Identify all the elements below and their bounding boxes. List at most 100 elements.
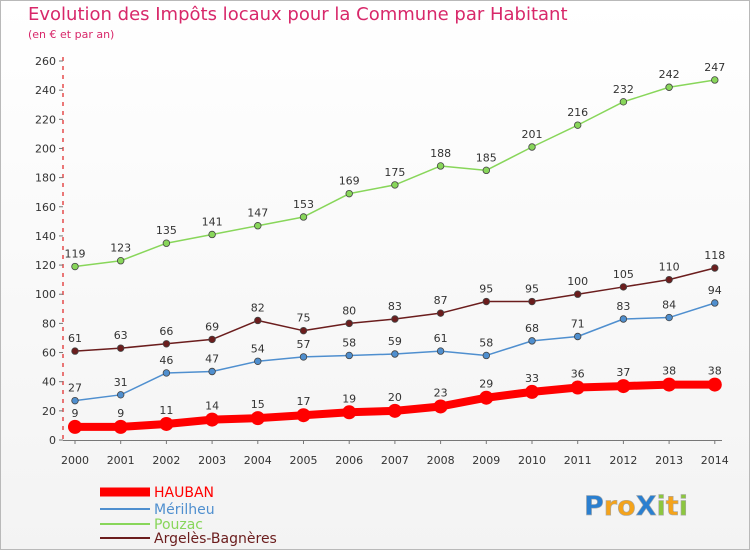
- y-tick-label: 0: [49, 434, 56, 447]
- x-tick-label: 2010: [518, 454, 546, 467]
- data-point: [345, 351, 353, 360]
- x-tick-label: 2008: [427, 454, 455, 467]
- data-point: [433, 399, 448, 414]
- x-tick-label: 2005: [290, 454, 318, 467]
- data-label: 123: [110, 242, 131, 255]
- x-tick-label: 2014: [701, 454, 729, 467]
- data-label: 29: [479, 378, 493, 391]
- data-point: [619, 98, 628, 106]
- data-label: 82: [251, 301, 265, 314]
- data-label: 31: [114, 376, 128, 389]
- x-tick-label: 2012: [609, 454, 637, 467]
- data-label: 59: [388, 335, 402, 348]
- data-label: 169: [339, 175, 360, 188]
- data-label: 94: [708, 284, 722, 297]
- data-label: 46: [159, 354, 173, 367]
- data-point: [387, 403, 402, 418]
- data-label: 201: [522, 128, 543, 141]
- data-point: [436, 309, 445, 317]
- data-label: 135: [156, 224, 177, 237]
- x-tick-label: 2002: [152, 454, 180, 467]
- x-tick-label: 2013: [655, 454, 683, 467]
- data-label: 80: [342, 304, 356, 317]
- data-point: [208, 367, 216, 376]
- data-label: 63: [114, 329, 128, 342]
- data-label: 57: [297, 338, 311, 351]
- data-point: [71, 347, 79, 355]
- data-point: [162, 340, 171, 348]
- svg-text:ProXiti: ProXiti: [584, 491, 688, 522]
- y-tick-label: 20: [42, 405, 56, 418]
- data-label: 83: [388, 300, 402, 313]
- x-tick-label: 2000: [61, 454, 89, 467]
- data-point: [574, 290, 582, 298]
- data-point: [342, 405, 357, 420]
- data-label: 9: [117, 407, 124, 420]
- data-label: 61: [68, 332, 82, 345]
- data-label: 23: [434, 386, 448, 399]
- proxiti-logo: ProXiti: [584, 491, 689, 523]
- data-point: [662, 377, 677, 392]
- data-label: 110: [659, 261, 680, 274]
- data-point: [250, 411, 265, 426]
- data-point: [570, 380, 585, 395]
- legend-label: Mérilheu: [154, 502, 215, 518]
- data-label: 232: [613, 83, 634, 96]
- data-point: [528, 143, 536, 151]
- data-point: [482, 297, 490, 306]
- y-tick-label: 120: [35, 259, 56, 272]
- data-label: 119: [65, 248, 86, 261]
- data-label: 118: [704, 249, 725, 262]
- data-point: [525, 384, 539, 399]
- y-tick-label: 80: [42, 317, 56, 330]
- data-label: 71: [571, 318, 585, 331]
- y-tick-label: 180: [35, 172, 56, 185]
- x-tick-label: 2009: [472, 454, 500, 467]
- data-label: 9: [72, 407, 79, 420]
- data-point: [208, 230, 216, 239]
- chart-title: Evolution des Impôts locaux pour la Comm…: [28, 4, 568, 25]
- data-label: 38: [662, 365, 676, 378]
- y-tick-label: 260: [35, 55, 56, 68]
- y-tick-label: 220: [35, 113, 56, 126]
- legend-label: Pouzac: [154, 517, 203, 533]
- series-pouzac: 119 123 135 141 147 153 169 175 188 185 201 216 232 2…: [65, 61, 725, 271]
- data-point: [116, 257, 125, 265]
- data-point: [71, 396, 79, 405]
- data-point: [254, 222, 262, 230]
- legend-label: Argelès-Bagnères: [154, 531, 277, 547]
- data-label: 69: [205, 320, 219, 333]
- data-label: 84: [662, 299, 676, 312]
- data-point: [436, 347, 445, 355]
- data-point: [391, 181, 399, 189]
- data-label: 38: [708, 365, 722, 378]
- legend-label: HAUBAN: [154, 485, 214, 501]
- data-point: [711, 264, 719, 272]
- data-label: 19: [342, 392, 356, 405]
- y-tick-label: 240: [35, 84, 56, 97]
- data-point: [68, 419, 82, 434]
- data-label: 188: [430, 147, 451, 160]
- data-label: 153: [293, 198, 314, 211]
- y-tick-label: 60: [42, 347, 56, 360]
- series-hauban: 9 9 11 14 15 17 19 20 23 29 33 36 37 38 38: [68, 365, 722, 434]
- data-point: [665, 275, 673, 284]
- data-label: 185: [476, 151, 497, 164]
- data-label: 33: [525, 372, 539, 385]
- data-label: 17: [297, 395, 311, 408]
- data-label: 36: [571, 368, 585, 381]
- data-label: 37: [616, 366, 630, 379]
- series-m-rilheu: 27 31 46 47 54 57 58 59 61 58 68 71 83 84 94: [68, 284, 722, 405]
- data-label: 141: [202, 215, 223, 228]
- data-point: [574, 332, 582, 341]
- data-point: [574, 121, 582, 129]
- data-label: 216: [567, 106, 588, 119]
- data-point: [482, 166, 490, 175]
- data-point: [616, 379, 631, 394]
- data-point: [299, 353, 308, 361]
- data-point: [619, 315, 628, 323]
- data-label: 242: [659, 68, 680, 81]
